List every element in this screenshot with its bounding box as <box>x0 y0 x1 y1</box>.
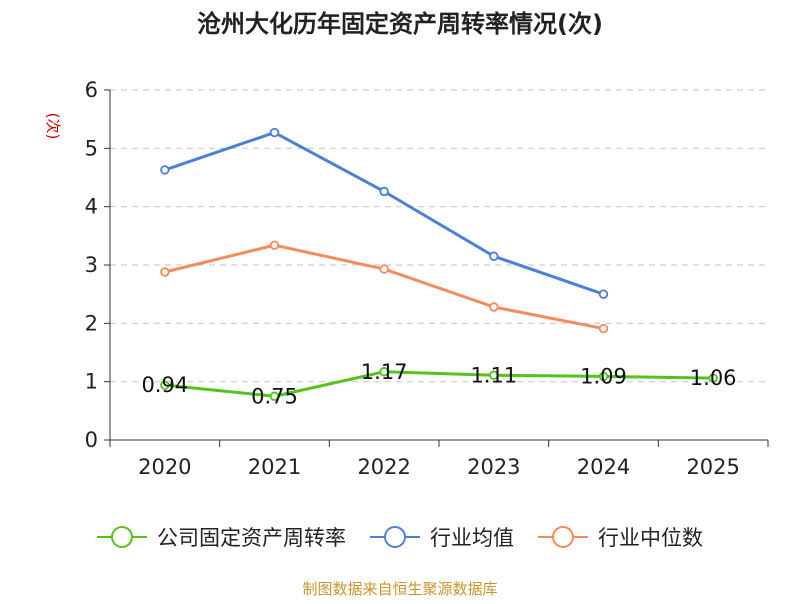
chart-title: 沧州大化历年固定资产周转率情况(次) <box>197 10 603 38</box>
data-point <box>379 367 389 377</box>
x-tick-label: 2025 <box>686 455 739 479</box>
x-tick-label: 2023 <box>467 455 520 479</box>
series-line <box>163 370 715 398</box>
legend-marker-icon <box>552 526 574 548</box>
y-tick-label: 0 <box>85 428 98 452</box>
legend-marker-icon <box>384 526 406 548</box>
y-tick-label: 1 <box>85 370 98 394</box>
data-label: 1.11 <box>470 363 517 387</box>
x-tick-label: 2022 <box>357 455 410 479</box>
data-label: 1.17 <box>361 360 408 384</box>
legend-label: 公司固定资产周转率 <box>157 526 346 550</box>
data-point <box>489 302 499 312</box>
data-label: 1.09 <box>580 364 627 388</box>
data-point <box>269 391 280 401</box>
data-point <box>489 251 499 261</box>
legend-label: 行业中位数 <box>598 526 703 550</box>
x-tick-label: 2021 <box>248 455 301 479</box>
data-point <box>160 267 170 277</box>
y-tick-label: 5 <box>85 136 98 160</box>
y-tick-label: 6 <box>85 78 98 102</box>
x-tick-label: 2020 <box>138 455 191 479</box>
legend-label: 行业均值 <box>430 526 514 550</box>
data-point <box>269 127 280 138</box>
x-tick-label: 2024 <box>577 455 630 479</box>
data-point <box>598 289 609 299</box>
data-point <box>598 323 609 334</box>
data-point <box>379 264 389 274</box>
data-labels: 0.94 0.75 1.17 1.11 1.09 1.06 <box>141 360 736 409</box>
data-point <box>160 165 170 175</box>
legend-item: 公司固定资产周转率 <box>97 526 346 550</box>
data-point <box>489 370 499 380</box>
legend-marker-icon <box>111 526 133 548</box>
data-label: 0.94 <box>141 373 188 397</box>
y-tick-label: 4 <box>85 195 98 219</box>
legend: 公司固定资产周转率 行业均值 行业中位数 <box>97 526 703 550</box>
data-point <box>160 380 170 390</box>
data-point <box>269 240 280 250</box>
legend-item: 行业中位数 <box>538 526 703 550</box>
series-layer <box>160 127 718 401</box>
data-label: 1.06 <box>690 366 737 390</box>
grid-lines <box>110 89 768 383</box>
y-axis-label: (次) <box>44 113 62 140</box>
data-point <box>379 186 389 197</box>
series-line <box>163 243 605 331</box>
source-note: 制图数据来自恒生聚源数据库 <box>302 580 497 598</box>
data-point <box>708 373 718 383</box>
data-label: 0.75 <box>251 384 298 408</box>
legend-item: 行业均值 <box>370 526 514 550</box>
y-tick-label: 3 <box>85 253 98 277</box>
y-tick-label: 2 <box>85 311 98 335</box>
data-point <box>598 371 609 382</box>
axes: 0 1 2 3 4 5 6 2020 2021 2022 2023 2024 2025 <box>85 78 769 479</box>
